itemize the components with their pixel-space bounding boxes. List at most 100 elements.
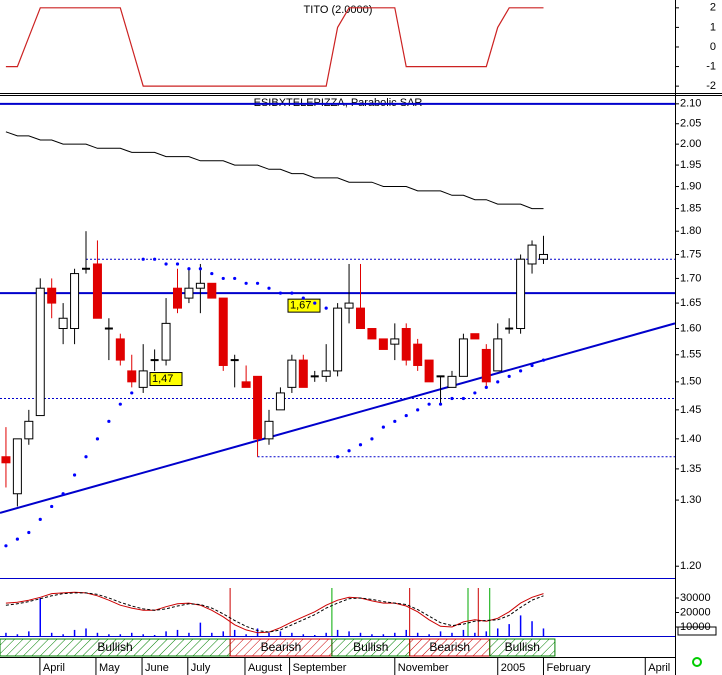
candle-body bbox=[355, 307, 365, 330]
candle-body bbox=[184, 287, 194, 299]
y-tick-label: 2.10 bbox=[680, 98, 701, 110]
sar-dot bbox=[484, 385, 488, 389]
sar-dot bbox=[244, 281, 248, 285]
candle-body bbox=[47, 287, 57, 304]
trend-band-label: Bullish bbox=[97, 640, 132, 654]
candle-body bbox=[12, 438, 22, 495]
x-tick-label: April bbox=[648, 662, 670, 674]
candle-body bbox=[70, 273, 80, 330]
sar-dot bbox=[450, 396, 454, 401]
oscillator-line bbox=[5, 592, 544, 633]
x-tick-label: 2005 bbox=[501, 662, 525, 674]
candle-body bbox=[230, 359, 239, 362]
y-tick-label: 1.65 bbox=[680, 297, 701, 309]
candle-body bbox=[505, 327, 514, 330]
candle-body bbox=[424, 359, 434, 383]
sar-dot bbox=[461, 396, 466, 401]
y-tick-label: 2 bbox=[710, 2, 716, 14]
sar-dot bbox=[153, 257, 157, 261]
y-tick-label: 1.35 bbox=[680, 463, 701, 475]
scroll-control[interactable] bbox=[677, 626, 717, 636]
candle-body bbox=[401, 328, 411, 361]
oscillator-line bbox=[5, 591, 544, 634]
sar-dot bbox=[141, 257, 145, 261]
candle-body bbox=[172, 287, 182, 309]
trend-line bbox=[0, 322, 676, 514]
candle-body bbox=[298, 359, 308, 388]
sar-dot bbox=[164, 262, 168, 266]
candle-body bbox=[527, 244, 537, 265]
moving-average bbox=[5, 131, 544, 210]
candle-body bbox=[138, 370, 148, 388]
level-label: 1,47 bbox=[152, 373, 173, 385]
y-tick-label: 1.90 bbox=[680, 180, 701, 192]
candle-body bbox=[390, 338, 400, 345]
sar-dot bbox=[118, 402, 122, 406]
y-tick-label: 1.85 bbox=[680, 202, 701, 214]
candle-body bbox=[127, 370, 137, 383]
y-tick-label: 2.05 bbox=[680, 118, 701, 130]
sar-dot bbox=[27, 530, 31, 535]
sar-dot bbox=[427, 402, 431, 406]
sar-dot bbox=[15, 537, 19, 541]
sar-dot bbox=[130, 391, 134, 395]
candle-body bbox=[481, 348, 491, 383]
y-tick-label: 1.80 bbox=[680, 225, 701, 237]
sar-dot bbox=[393, 419, 397, 423]
candle-body bbox=[493, 338, 503, 372]
candle-body bbox=[161, 322, 171, 361]
x-tick-label: August bbox=[248, 662, 282, 674]
sar-dot bbox=[107, 419, 111, 423]
candle-body bbox=[367, 328, 377, 340]
level-label-box bbox=[149, 372, 183, 387]
trend-band-label: Bullish bbox=[505, 640, 540, 654]
sar-dot bbox=[278, 291, 283, 295]
sar-dot bbox=[233, 276, 237, 281]
candle-body bbox=[1, 456, 11, 464]
sar-dot bbox=[95, 437, 100, 441]
y-tick-label: 1.45 bbox=[680, 404, 701, 416]
trend-band-label: Bearish bbox=[261, 640, 302, 654]
x-tick-label: February bbox=[546, 662, 591, 674]
sar-dot bbox=[290, 291, 294, 295]
candle-body bbox=[321, 370, 331, 377]
sar-dot bbox=[84, 455, 88, 459]
candle-body bbox=[458, 338, 468, 377]
sar-dot bbox=[358, 443, 363, 447]
sar-dot bbox=[267, 286, 271, 290]
sar-dot bbox=[175, 262, 180, 266]
candle-body bbox=[470, 333, 480, 340]
candle-body bbox=[24, 420, 34, 440]
candle-body bbox=[92, 263, 102, 319]
x-tick-label: September bbox=[293, 662, 347, 674]
candle-body bbox=[35, 287, 45, 417]
candle-body bbox=[150, 359, 159, 362]
sar-dot bbox=[530, 363, 534, 368]
y-tick-label: 1.20 bbox=[680, 560, 701, 572]
x-tick-label: May bbox=[99, 662, 120, 674]
y-tick-label: 1 bbox=[710, 21, 716, 33]
y-tick-label: 10000 bbox=[680, 621, 711, 633]
sar-dot bbox=[404, 413, 408, 418]
y-tick-label: -1 bbox=[706, 60, 716, 72]
candle-body bbox=[264, 420, 274, 440]
sar-dot bbox=[38, 517, 42, 521]
x-tick-label: July bbox=[191, 662, 211, 674]
y-tick-label: 2.00 bbox=[680, 138, 701, 150]
y-tick-label: 0 bbox=[710, 41, 716, 53]
y-tick-label: 1.30 bbox=[680, 494, 701, 506]
sar-dot bbox=[473, 391, 477, 395]
candle-body bbox=[58, 317, 68, 330]
sar-dot bbox=[519, 369, 523, 373]
candle-body bbox=[218, 297, 228, 366]
candle-body bbox=[413, 343, 423, 366]
candle-body bbox=[378, 338, 388, 350]
status-icon bbox=[692, 657, 702, 667]
sar-dot bbox=[496, 380, 500, 384]
candle-body bbox=[436, 375, 445, 378]
y-tick-label: 1.75 bbox=[680, 248, 701, 260]
sar-dot bbox=[301, 296, 305, 300]
y-tick-label: 30000 bbox=[680, 592, 711, 604]
y-tick-label: 1.50 bbox=[680, 376, 701, 388]
